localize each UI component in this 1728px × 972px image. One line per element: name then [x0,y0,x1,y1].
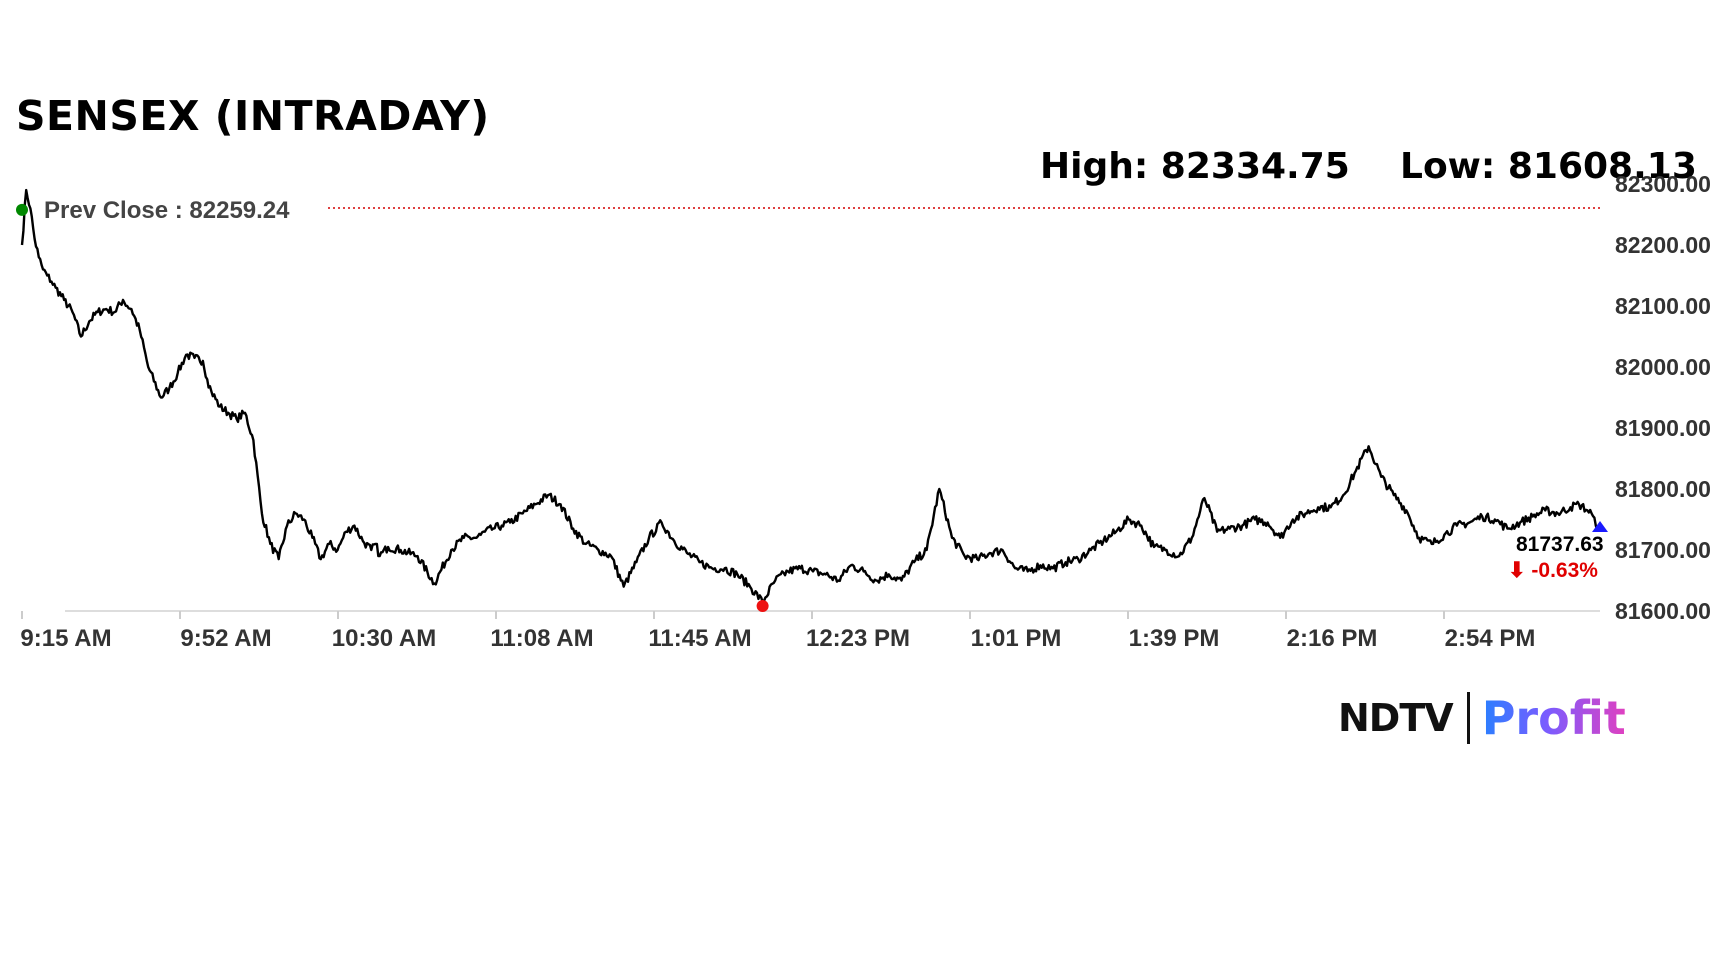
chart-title: SENSEX (INTRADAY) [16,92,490,140]
y-tick-label: 82000.00 [1615,354,1711,380]
x-tick-label: 12:23 PM [806,625,910,652]
y-tick-label: 81800.00 [1615,476,1711,502]
y-tick-label: 81600.00 [1615,598,1711,624]
x-tick-label: 11:45 AM [648,625,751,652]
x-tick-label: 11:08 AM [490,625,593,652]
open-marker [16,203,28,216]
x-tick-label: 1:01 PM [971,625,1062,652]
low-value: Low: 81608.13 [1400,146,1697,187]
day-low-marker [756,600,769,613]
y-tick-label: 82100.00 [1615,293,1711,319]
x-axis: 9:15 AM 9:52 AM 10:30 AM 11:08 AM 11:45 AM 12… [20,610,1600,652]
price-series-line [20,188,1602,604]
last-price-marker [1592,521,1608,533]
logo-divider [1466,692,1470,744]
ndtv-wordmark: NDTV [1338,696,1454,740]
last-price-value: 81737.63 [1516,533,1604,556]
prev-close-label: Prev Close : 82259.24 [44,197,290,224]
y-axis: 81600.00 81700.00 81800.00 81900.00 82000.00… [1615,171,1711,624]
ndtv-profit-logo: NDTV Profit [1338,688,1626,748]
x-tick-label: 10:30 AM [332,625,436,652]
x-tick-label: 1:39 PM [1129,625,1220,652]
y-tick-label: 81900.00 [1615,415,1711,441]
y-tick-label: 82300.00 [1615,171,1711,197]
x-tick-label: 2:54 PM [1445,625,1536,652]
y-tick-label: 82200.00 [1615,232,1711,258]
profit-wordmark: Profit [1481,691,1626,745]
price-change-percent: ⬇ -0.63% [1508,559,1598,582]
x-tick-label: 9:15 AM [20,625,111,652]
high-value: High: 82334.75 [1040,146,1350,187]
y-tick-label: 81700.00 [1615,537,1711,563]
x-tick-label: 9:52 AM [180,625,271,652]
x-tick-label: 2:16 PM [1287,625,1378,652]
